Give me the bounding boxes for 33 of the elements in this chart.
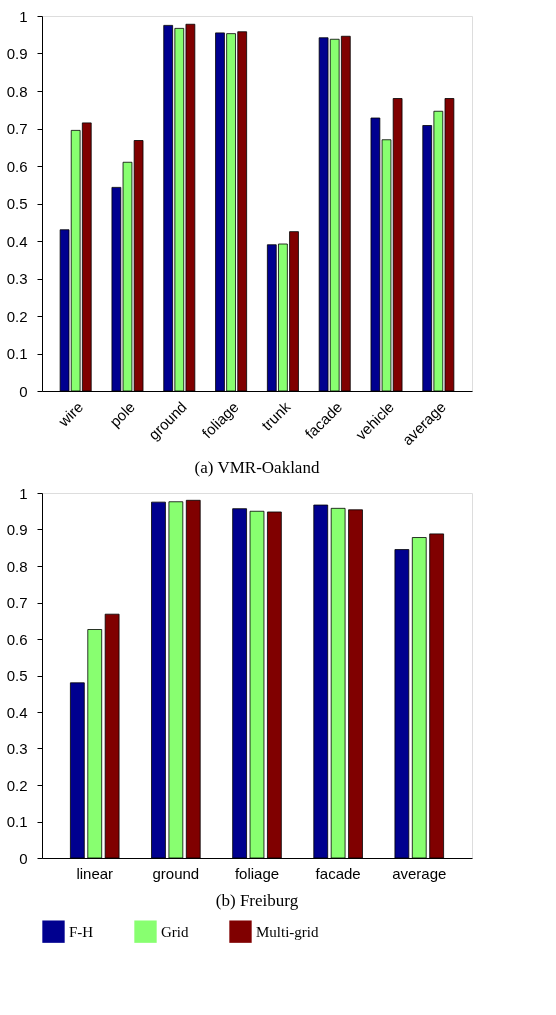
y-tick-label: 0.1 (6, 345, 28, 362)
y-tick-label: 0.5 (6, 667, 28, 684)
legend-label: F-H (69, 923, 94, 940)
y-tick-label: 0 (19, 849, 28, 867)
x-tick-label: average (392, 864, 447, 882)
y-tick-label: 0.6 (6, 157, 28, 175)
legend-label: Multi-grid (256, 923, 319, 940)
y-tick-label: 0.7 (6, 120, 28, 137)
y-tick-label: 0.4 (6, 703, 28, 721)
y-tick-label: 1 (19, 484, 28, 502)
text: (b) Freiburg (215, 891, 299, 910)
x-tick-label: facade (315, 864, 361, 882)
y-tick-label: 0.5 (6, 195, 28, 212)
y-tick-label: 0.3 (6, 270, 28, 287)
y-tick-label: 0.6 (6, 630, 28, 648)
y-tick-label: 0.7 (6, 594, 28, 611)
y-tick-label: 0.8 (6, 557, 28, 575)
y-tick-label: 0.4 (6, 232, 28, 250)
x-tick-label: linear (76, 864, 114, 882)
y-tick-label: 0.9 (6, 45, 28, 62)
y-tick-label: 0.8 (6, 82, 28, 100)
y-tick-label: 0.1 (6, 813, 28, 830)
y-tick-label: 0 (19, 382, 28, 400)
x-tick-label: ground (152, 864, 200, 882)
y-tick-label: 0.2 (6, 776, 28, 794)
y-tick-label: 0.2 (6, 307, 28, 325)
x-tick-label: foliage (234, 864, 280, 882)
y-tick-label: 1 (19, 7, 28, 25)
text: (a) VMR-Oakland (194, 457, 320, 477)
y-tick-label: 0.3 (6, 740, 28, 757)
x-tick-label: wire (54, 398, 87, 431)
y-tick-label: 0.9 (6, 521, 28, 538)
legend-label: Grid (161, 923, 189, 940)
